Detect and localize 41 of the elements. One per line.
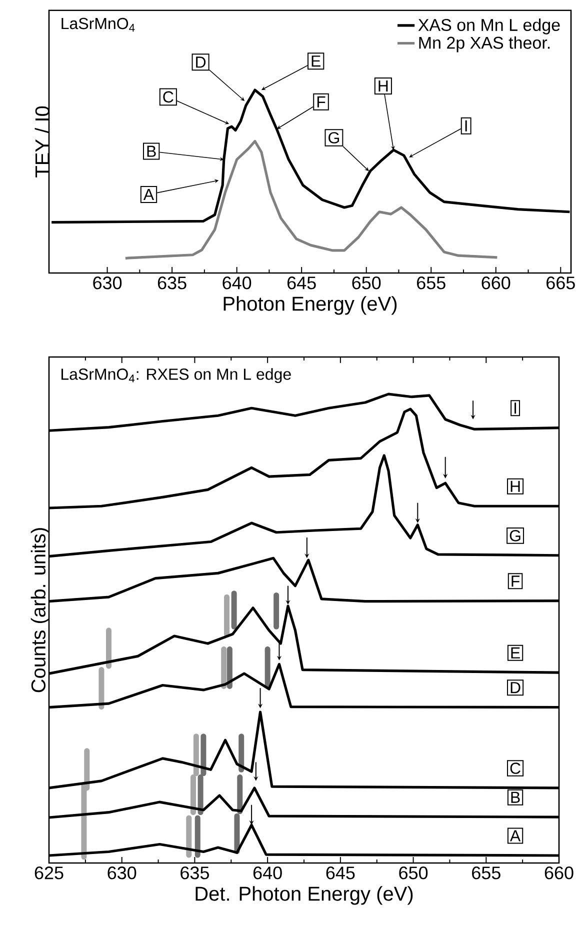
annotation: B xyxy=(147,146,156,157)
text: LaSrMnO$_{4}$ xyxy=(62,18,135,32)
series-label: D xyxy=(510,682,520,694)
annotation: D xyxy=(196,56,206,68)
annotation: C xyxy=(163,91,174,103)
x-tick-label: 665 xyxy=(546,276,575,290)
text: LaSrMnO$_{4}$: RXES on Mn L edge xyxy=(62,368,291,384)
y-axis-title: Counts (arb. units) xyxy=(30,528,50,692)
x-tick-label: 650 xyxy=(399,866,428,880)
x-axis-title: Photon Energy (eV) xyxy=(224,296,397,315)
x-tick-label: 655 xyxy=(417,276,446,290)
series-label: C xyxy=(510,762,520,774)
legend-label: Mn 2p XAS theor. xyxy=(419,36,550,52)
x-tick-label: 630 xyxy=(108,866,136,880)
series-label: G xyxy=(510,530,520,542)
x-tick-label: 640 xyxy=(253,866,282,880)
series-label: I xyxy=(514,402,516,414)
annotation: G xyxy=(328,132,339,144)
x-tick-label: 630 xyxy=(93,276,122,290)
x-tick-label: 645 xyxy=(326,866,355,880)
x-tick-label: 625 xyxy=(34,866,64,880)
annotation: H xyxy=(378,80,388,92)
annotation: F xyxy=(317,96,326,108)
x-tick-label: 635 xyxy=(180,866,209,880)
annotation: I xyxy=(465,120,467,132)
x-tick-label: 660 xyxy=(544,866,574,880)
series-label: E xyxy=(511,647,520,658)
legend-label: XAS on Mn L edge xyxy=(418,18,560,34)
x-tick-label: 655 xyxy=(472,866,500,880)
series-label: H xyxy=(510,480,520,492)
annotation: A xyxy=(143,188,154,200)
annotation: E xyxy=(312,56,320,67)
x-tick-label: 640 xyxy=(222,276,252,290)
series-label: F xyxy=(512,576,520,587)
legend-label: B xyxy=(511,792,520,803)
series-label: A xyxy=(510,830,521,842)
x-tick-label: 645 xyxy=(287,276,316,290)
x-tick-label: 635 xyxy=(158,276,186,290)
x-tick-label: 660 xyxy=(482,276,510,290)
x-axis-title: Det. Photon Energy (eV) xyxy=(196,886,413,905)
x-tick-label: 650 xyxy=(352,276,381,290)
